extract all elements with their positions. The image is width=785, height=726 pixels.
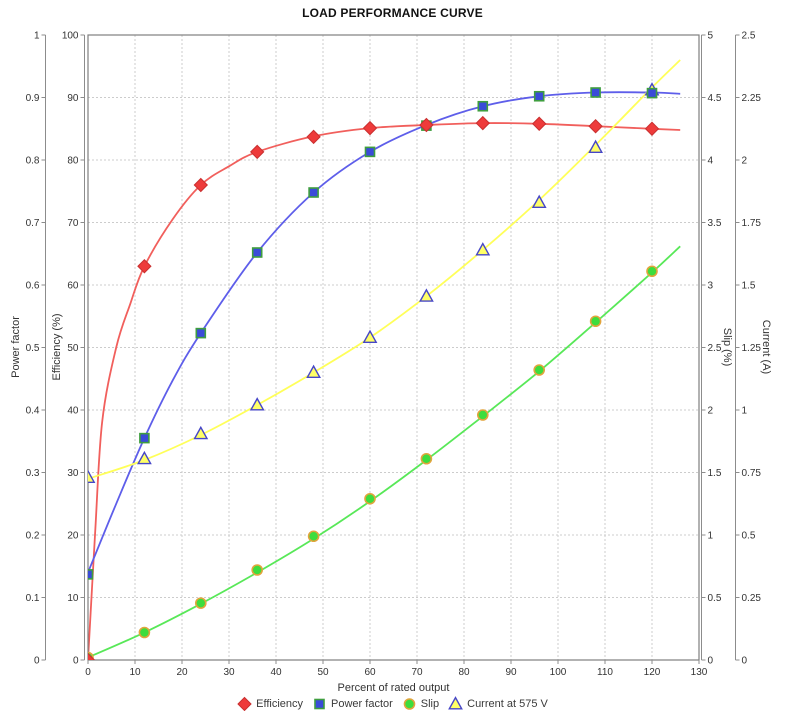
legend-label: Power factor [331,697,393,710]
legend-item-current-at-575-v: Current at 575 V [448,696,548,711]
axis-title-power-factor: Power factor [10,316,22,378]
axis-title-current: Current (A) [760,319,772,375]
current-tick-label: 1 [742,406,748,417]
power-factor-tick-label: 0.9 [26,93,40,104]
efficiency-tick-label: 50 [67,343,79,354]
x-tick-label: 100 [550,667,567,678]
power-factor-tick-label: 0.5 [26,343,40,354]
efficiency-legend-diamond-icon [237,696,252,711]
current-tick-label: 0.5 [742,531,756,542]
axis-title-efficiency: Efficiency (%) [51,313,63,381]
efficiency-tick-label: 30 [67,468,79,479]
legend-item-slip: Slip [402,696,439,711]
x-tick-label: 20 [176,667,188,678]
x-axis-title: Percent of rated output [337,682,450,694]
gridlines [87,34,700,661]
x-tick-label: 90 [505,667,517,678]
series-efficiency-line [88,122,681,660]
legend-item-efficiency: Efficiency [237,696,303,711]
power-factor-tick-label: 1 [34,31,40,42]
efficiency-tick-label: 0 [73,656,79,667]
x-tick-label: 70 [411,667,423,678]
series-power-factor-line [88,91,681,573]
power-factor-tick-label: 0.1 [26,593,40,604]
legend-label: Efficiency [256,697,304,710]
current-tick-label: 1.75 [742,218,762,229]
efficiency-tick-label: 20 [67,531,79,542]
slip-tick-label: 3.5 [708,218,722,229]
x-tick-label: 40 [270,667,282,678]
power-factor-tick-label: 0.8 [26,156,40,167]
efficiency-tick-label: 80 [67,156,79,167]
current-tick-label: 1.5 [742,281,756,292]
series-slip-line [88,245,681,659]
slip-legend-circle-icon [403,698,416,710]
series-efficiency-markers [88,115,660,660]
legend-label: Current at 575 V [467,697,548,710]
current-tick-label: 0 [742,656,748,667]
slip-tick-label: 1 [708,531,714,542]
axis-x: 0 10 20 30 40 50 60 70 80 90 100 110 120 130 [85,660,708,678]
axis-current: 0 0.25 0.5 0.75 1 1.25 1.5 1.75 2 2.25 2.5 [735,31,762,667]
x-tick-label: 80 [458,667,470,678]
power-factor-tick-label: 0.7 [26,218,40,229]
slip-tick-label: 0 [708,656,714,667]
axis-power-factor: 0 0.1 0.2 0.3 0.4 0.5 0.6 0.7 0.8 0.9 1 [26,31,46,667]
current-tick-label: 0.25 [742,593,762,604]
slip-tick-label: 4 [708,156,714,167]
x-tick-label: 130 [691,667,708,678]
legend-item-power-factor: Power factor [312,696,393,711]
efficiency-tick-label: 60 [67,281,79,292]
series-slip-markers [88,265,658,660]
efficiency-tick-label: 70 [67,218,79,229]
x-tick-label: 0 [85,667,91,678]
power-factor-tick-label: 0 [34,656,40,667]
x-tick-label: 120 [644,667,661,678]
power-factor-tick-label: 0.6 [26,281,40,292]
current-tick-label: 2.5 [742,31,756,42]
legend: Efficiency Power factor Slip Current at 575… [0,696,785,711]
slip-tick-label: 1.5 [708,468,722,479]
current-at-575-v-legend-triangle-icon [448,696,464,710]
x-tick-label: 30 [223,667,235,678]
current-tick-label: 1.25 [742,343,762,354]
series-current-at-575-v-line [88,59,681,480]
axis-title-slip: Slip (%) [721,327,733,367]
axis-efficiency: 0 10 20 30 40 50 60 70 80 90 100 [62,31,85,667]
slip-tick-label: 2.5 [708,343,722,354]
current-tick-label: 2.25 [742,93,762,104]
power-factor-tick-label: 0.2 [26,531,40,542]
power-factor-tick-label: 0.4 [26,406,40,417]
power-factor-tick-label: 0.3 [26,468,40,479]
efficiency-tick-label: 10 [67,593,79,604]
plot-border [87,34,700,661]
axis-slip: 0 0.5 1 1.5 2 2.5 3 3.5 4 4.5 5 [701,31,722,667]
x-tick-label: 50 [317,667,329,678]
current-tick-label: 2 [742,156,748,167]
slip-tick-label: 2 [708,406,714,417]
x-tick-label: 60 [364,667,376,678]
chart-title: LOAD PERFORMANCE CURVE [302,6,483,20]
x-tick-label: 110 [597,667,613,678]
x-tick-label: 10 [129,667,141,678]
legend-label: Slip [420,697,440,710]
slip-tick-label: 4.5 [708,93,722,104]
power-factor-legend-square-icon [314,698,325,710]
efficiency-tick-label: 40 [67,406,79,417]
efficiency-tick-label: 90 [67,93,79,104]
slip-tick-label: 5 [708,31,714,42]
slip-tick-label: 3 [708,281,714,292]
current-tick-label: 0.75 [742,468,762,479]
efficiency-tick-label: 100 [62,31,79,42]
slip-tick-label: 0.5 [708,593,722,604]
